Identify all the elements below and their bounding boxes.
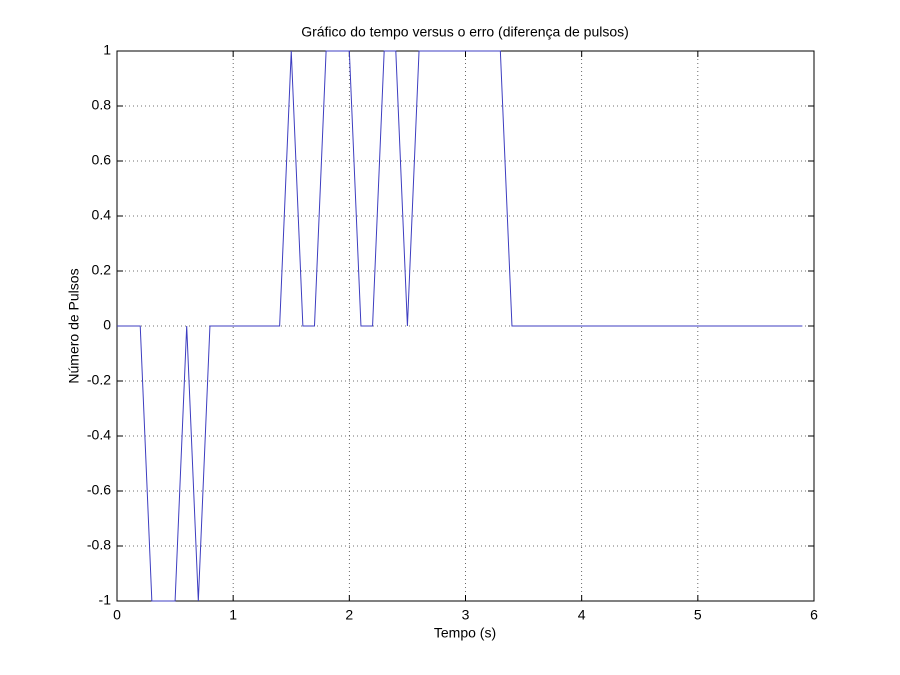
x-tick-label: 2 bbox=[345, 607, 353, 623]
y-tick-label: -0.8 bbox=[87, 537, 111, 553]
y-tick-label: 0.2 bbox=[92, 262, 112, 278]
y-tick-label: -0.4 bbox=[87, 427, 111, 443]
y-tick-label: 0.8 bbox=[92, 97, 112, 113]
x-tick-label: 0 bbox=[113, 607, 121, 623]
x-tick-label: 1 bbox=[229, 607, 237, 623]
x-tick-label: 5 bbox=[694, 607, 702, 623]
data-line bbox=[117, 50, 803, 602]
x-axis-label: Tempo (s) bbox=[434, 625, 496, 641]
y-tick-label: -0.2 bbox=[87, 372, 111, 388]
y-tick-label: -0.6 bbox=[87, 482, 111, 498]
y-tick-label: 0 bbox=[103, 317, 111, 333]
x-tick-label: 4 bbox=[578, 607, 586, 623]
y-tick-label: 0.6 bbox=[92, 152, 112, 168]
y-tick-label: 0.4 bbox=[92, 207, 112, 223]
x-tick-label: 3 bbox=[462, 607, 470, 623]
y-tick-label: -1 bbox=[99, 592, 112, 608]
x-tick-label: 6 bbox=[810, 607, 818, 623]
y-tick-label: 1 bbox=[103, 42, 111, 58]
y-axis-label: Número de Pulsos bbox=[66, 268, 82, 383]
chart-title: Gráfico do tempo versus o erro (diferenç… bbox=[301, 24, 629, 40]
